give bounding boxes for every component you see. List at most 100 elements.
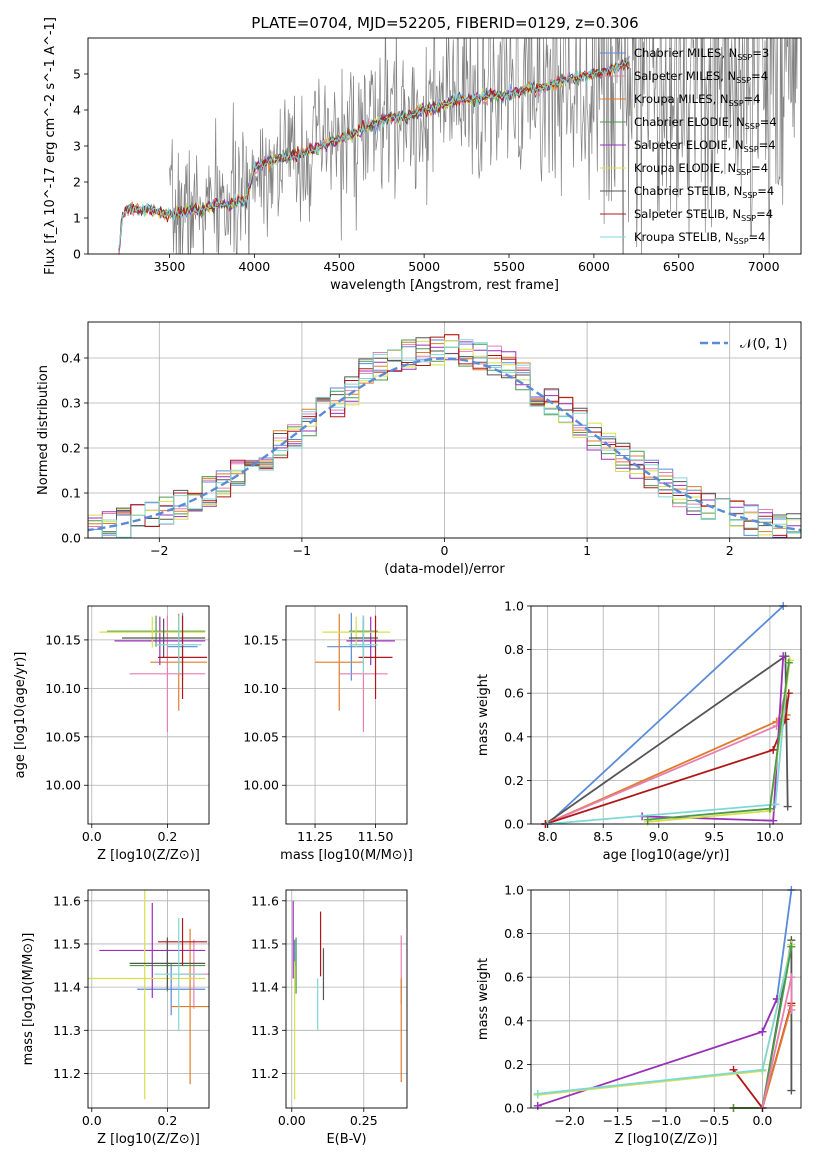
x-tick-label: 0 [441,543,449,558]
y-tick-label: 0.6 [504,686,524,701]
mass-weight-marker [784,658,793,667]
age-vs-metallicity-panel: 0.0 0.2 10.00 10.05 10.10 10.15 Z [log10(Z/Z⊙)… [13,605,210,863]
x-axis-label: E(B-V) [326,1132,366,1147]
errorbar-plot-area [99,612,208,732]
spectrum-plot-area [118,38,798,254]
x-tick-label: 0.0 [752,1113,772,1128]
mass-weight-marker [533,1089,542,1098]
x-tick-label: 1 [583,543,591,558]
axes-frame [285,889,408,1109]
x-tick-label: 3500 [154,259,186,274]
y-axis-label: mass [log10(M/M⊙)] [21,933,36,1066]
x-tick-label: 11.25 [297,829,333,844]
observed-spectrum-line [169,38,798,254]
legend-label: Kroupa STELIB, NSSP=4 [634,230,765,246]
mass-weight-marker [787,1086,796,1095]
x-axis-label: age [log10(age/yr)] [603,848,730,863]
y-tick-label: 0.2 [61,441,81,456]
legend-label: Chabrier MILES, NSSP=3 [634,46,769,62]
x-axis-label: mass [log10(M/M⊙)] [280,848,413,863]
errorbar-plot-area [88,890,209,1100]
x-tick-label: 10.0 [756,829,784,844]
residuals-plot-area [88,334,801,538]
legend-label: Salpeter ELODIE, NSSP=4 [634,138,776,154]
x-tick-label: 0.0 [82,1113,102,1128]
mass-weight-marker [783,802,792,811]
y-axis-label: mass weight [476,674,491,756]
x-tick-label: 9.0 [649,829,669,844]
y-tick-label: 10.05 [243,729,279,744]
y-tick-label: 11.3 [53,1023,81,1038]
legend-label: Kroupa ELODIE, NSSP=4 [634,161,768,177]
y-tick-label: 11.6 [251,893,279,908]
y-tick-label: 10.00 [243,778,279,793]
y-tick-label: 2 [73,175,81,190]
x-tick-label: 2 [726,543,734,558]
mass-weight-marker [779,652,788,661]
mass-vs-metallicity-panel: 0.0 0.2 11.2 11.3 11.4 11.5 11.6 Z [log10(Z/Z⊙)… [21,889,210,1147]
mass-weight-marker [758,1065,767,1074]
x-axis-label: Z [log10(Z/Z⊙)] [97,848,200,863]
mass-weight-marker [533,1101,542,1110]
legend-label: Chabrier ELODIE, NSSP=4 [634,115,777,131]
y-tick-label: 0.0 [504,817,524,832]
x-tick-label: 9.5 [704,829,724,844]
y-tick-label: 1 [73,211,81,226]
axes-frame [530,605,802,825]
y-tick-label: 10.10 [243,681,279,696]
mass-weight-vs-age-panel: 8.0 8.5 9.0 9.5 10.0 0.0 0.2 0.4 0.6 0.8 1.0 age [l… [476,599,802,863]
mass-weight-marker [765,804,774,813]
x-tick-label: −2.0 [554,1113,584,1128]
y-tick-label: 0.8 [504,642,524,657]
legend-label: Salpeter STELIB, NSSP=4 [634,207,773,223]
x-tick-label: −1 [293,543,311,558]
y-tick-label: 0.8 [504,926,524,941]
y-axis-label: mass weight [476,958,491,1040]
legend-label: 𝒩(0, 1) [740,337,787,352]
y-tick-label: 0.0 [504,1101,524,1116]
axes-frame [87,605,210,825]
mass-weight-marker [787,973,796,982]
y-axis-label: age [log10(age/yr)] [13,652,28,779]
x-tick-label: 0.25 [350,1113,378,1128]
y-tick-label: 5 [73,67,81,82]
x-tick-label: 7000 [748,259,780,274]
x-axis-label: (data-model)/error [384,562,505,577]
y-tick-label: 1.0 [504,599,524,614]
legend-label: Kroupa MILES, NSSP=4 [634,92,760,108]
y-tick-label: 4 [73,103,81,118]
y-tick-label: 0.2 [504,773,524,788]
x-tick-label: −1.5 [603,1113,633,1128]
mass-weight-marker [771,800,780,809]
mass-weight-marker [769,745,778,754]
model-spectrum-line [118,59,630,250]
y-tick-label: 11.4 [53,980,81,995]
mass-weight-marker [643,815,652,824]
x-tick-label: −0.5 [699,1113,729,1128]
axes-frame [87,889,210,1109]
y-tick-label: 0.1 [61,486,81,501]
mass-weight-marker [769,816,778,825]
y-tick-label: 0.4 [504,1013,524,1028]
x-tick-label: 4500 [323,259,355,274]
x-tick-label: 11.50 [358,829,394,844]
errorbar-plot-area [292,900,402,1100]
y-tick-label: 1.0 [504,883,524,898]
x-tick-label: 0.2 [157,829,177,844]
axes-frame [285,605,408,825]
y-tick-label: 0.4 [61,351,81,366]
legend-label: Chabrier STELIB, NSSP=4 [634,184,774,200]
normal-distribution-curve [88,357,801,532]
y-axis-label: Flux [f_λ 10^-17 erg cm^-2 s^-1 A^-1] [43,17,58,275]
age-vs-mass-panel: 11.25 11.50 10.00 10.05 10.10 10.15 mass [log1… [243,605,413,863]
y-tick-label: 3 [73,139,81,154]
x-tick-label: 8.5 [593,829,613,844]
x-tick-label: 6500 [663,259,695,274]
residual-histogram-step [88,339,801,538]
mass-vs-reddening-panel: 0.00 0.25 11.2 11.3 11.4 11.5 11.6 E(B-V) [251,889,408,1147]
y-axis-label: Normed distribution [36,365,51,495]
y-tick-label: 10.15 [45,632,81,647]
x-tick-label: 5000 [408,259,440,274]
y-tick-label: 10.00 [45,778,81,793]
